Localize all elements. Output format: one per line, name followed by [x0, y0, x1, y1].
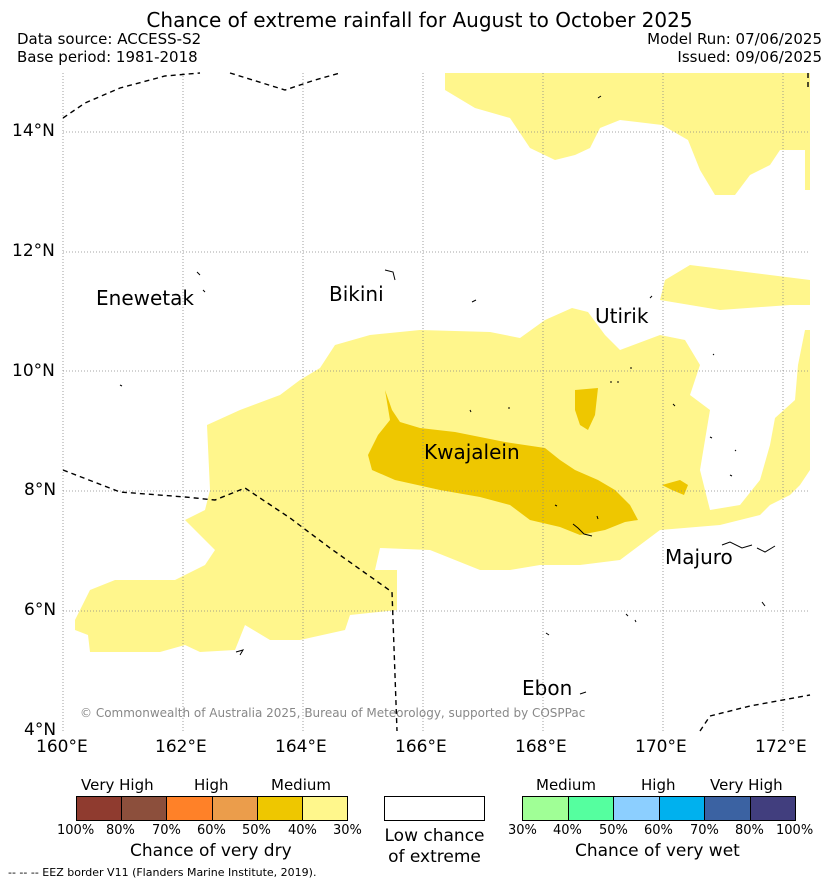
dry-tick-40: 40%	[288, 823, 317, 838]
wet-legend-group-medium: Medium	[536, 776, 596, 794]
place-enewetak: Enewetak	[96, 286, 194, 310]
eez-border-note: -- -- -- EEZ border V11 (Flanders Marine…	[8, 866, 317, 879]
wet-tick-80: 80%	[735, 823, 764, 838]
low-chance-label-line2: of extreme	[388, 847, 481, 867]
lon-label-172e: 172°E	[755, 737, 807, 757]
dry-tick-100: 100%	[57, 823, 95, 838]
wet-tick-60: 60%	[644, 823, 673, 838]
lon-label-164e: 164°E	[275, 737, 327, 757]
place-utirik: Utirik	[595, 304, 649, 328]
dry-swatch-3	[167, 797, 213, 820]
dry-swatch-6	[302, 797, 348, 820]
wet-colorbar	[522, 796, 796, 821]
lon-label-170e: 170°E	[635, 737, 687, 757]
lat-label-14n: 14°N	[12, 121, 55, 141]
light-dry-region-north	[445, 73, 810, 195]
lon-label-168e: 168°E	[515, 737, 567, 757]
dry-swatch-5	[257, 797, 303, 820]
dry-tick-80: 80%	[106, 823, 135, 838]
dry-swatch-4	[212, 797, 258, 820]
issued-date: Issued: 09/06/2025	[677, 48, 822, 66]
wet-swatch-5	[705, 797, 751, 820]
lon-label-166e: 166°E	[395, 737, 447, 757]
dry-swatch-2	[122, 797, 168, 820]
place-kwajalein: Kwajalein	[424, 440, 520, 464]
dry-tick-50: 50%	[242, 823, 271, 838]
place-bikini: Bikini	[329, 282, 384, 306]
wet-swatch-1	[523, 797, 569, 820]
island-marks	[119, 95, 776, 695]
lat-label-10n: 10°N	[12, 361, 55, 381]
dry-swatch-1	[77, 797, 123, 820]
wet-tick-70: 70%	[690, 823, 719, 838]
wet-tick-50: 50%	[599, 823, 628, 838]
dry-legend-title: Chance of very dry	[130, 841, 292, 861]
wet-tick-100: 100%	[776, 823, 814, 838]
dry-tick-60: 60%	[197, 823, 226, 838]
wet-tick-40: 40%	[553, 823, 582, 838]
lat-label-4n: 4°N	[24, 720, 57, 740]
base-period: Base period: 1981-2018	[17, 48, 198, 66]
wet-legend-group-very-high: Very High	[710, 776, 783, 794]
dry-legend-group-high: High	[194, 776, 229, 794]
dry-colorbar	[76, 796, 348, 821]
wet-legend-group-high: High	[641, 776, 676, 794]
lat-label-6n: 6°N	[24, 600, 57, 620]
medium-dry-patch-east	[575, 388, 598, 430]
lat-label-8n: 8°N	[24, 480, 57, 500]
medium-dry-region-kwajalein	[368, 390, 638, 535]
eez-borders	[62, 72, 811, 732]
wet-swatch-2	[568, 797, 614, 820]
wet-swatch-6	[750, 797, 795, 820]
model-run: Model Run: 07/06/2025	[647, 30, 822, 48]
rainfall-field	[75, 73, 810, 652]
low-chance-label-line1: Low chance	[384, 826, 485, 846]
map-title: Chance of extreme rainfall for August to…	[146, 8, 693, 32]
data-source: Data source: ACCESS-S2	[17, 30, 202, 48]
lon-label-160e: 160°E	[36, 737, 88, 757]
wet-swatch-3	[614, 797, 660, 820]
low-chance-swatch	[384, 796, 485, 821]
lat-label-12n: 12°N	[12, 241, 55, 261]
dry-legend-group-very-high: Very High	[81, 776, 154, 794]
dry-tick-70: 70%	[152, 823, 181, 838]
lon-label-162e: 162°E	[155, 737, 207, 757]
dry-legend-group-medium: Medium	[271, 776, 331, 794]
wet-tick-30: 30%	[508, 823, 537, 838]
wet-legend-title: Chance of very wet	[575, 841, 740, 861]
place-ebon: Ebon	[522, 676, 573, 700]
wet-swatch-4	[659, 797, 705, 820]
copyright-notice: © Commonwealth of Australia 2025, Bureau…	[80, 706, 586, 720]
place-majuro: Majuro	[665, 545, 733, 569]
dry-tick-30: 30%	[333, 823, 362, 838]
